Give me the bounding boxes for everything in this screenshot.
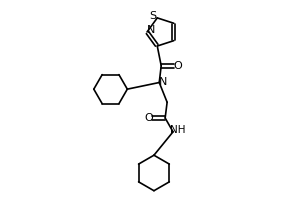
Text: N: N	[159, 77, 167, 87]
Text: O: O	[144, 113, 153, 123]
Text: O: O	[173, 61, 182, 71]
Text: N: N	[147, 25, 155, 35]
Text: S: S	[149, 11, 157, 21]
Text: NH: NH	[169, 125, 185, 135]
